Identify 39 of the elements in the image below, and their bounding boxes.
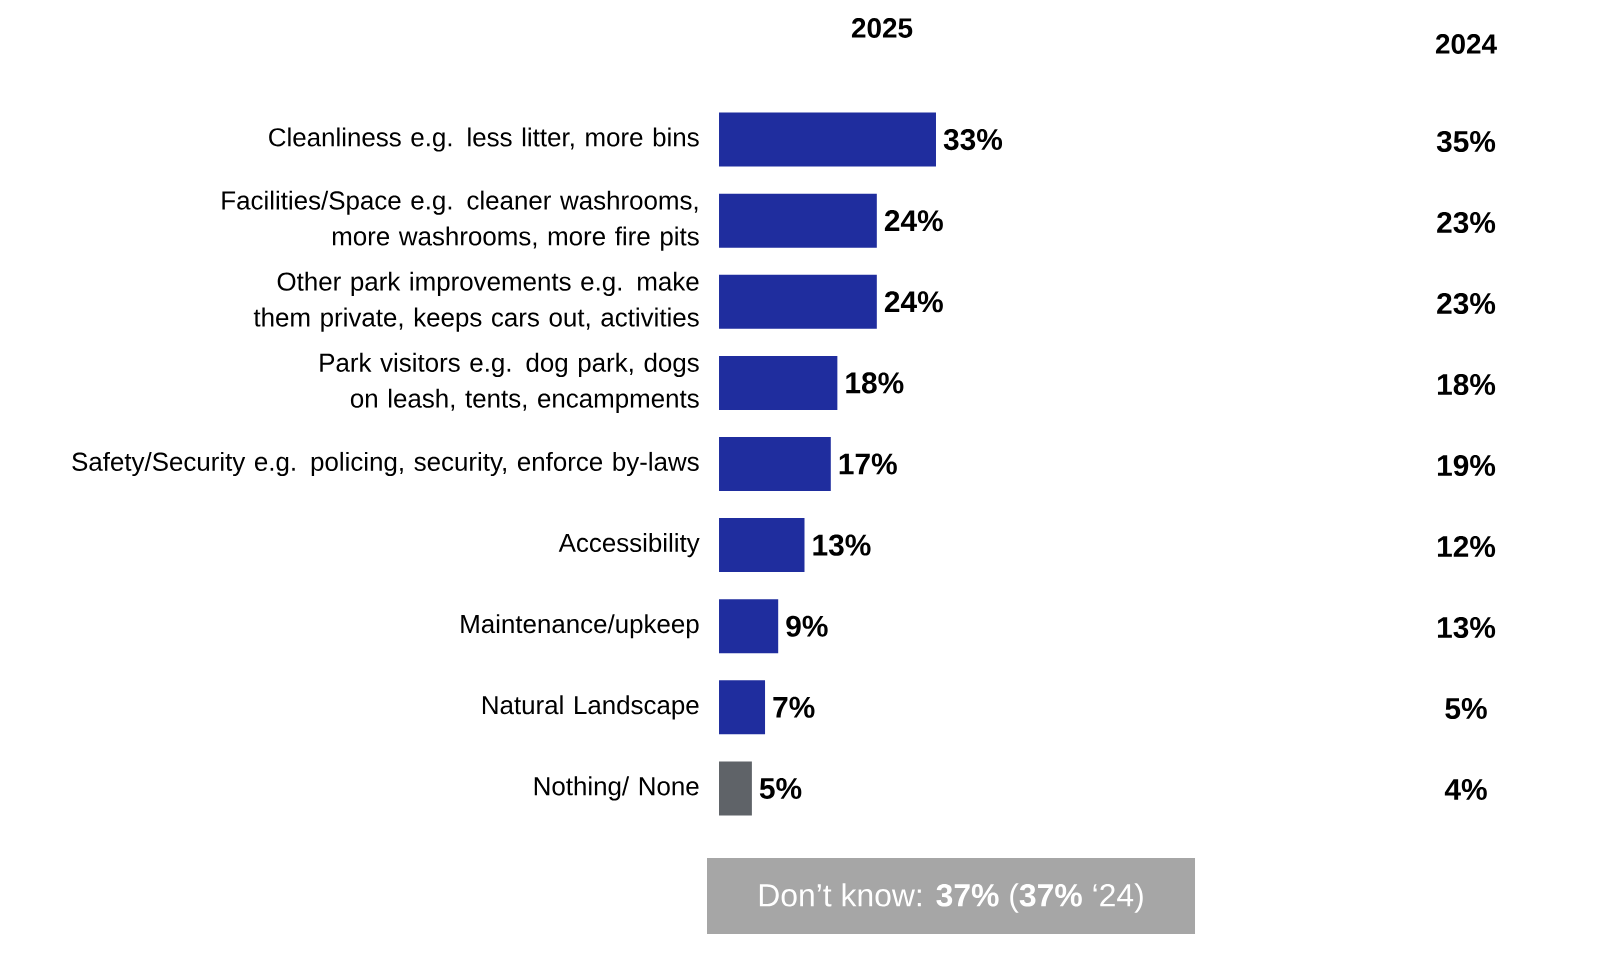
data-label: 24% (884, 291, 943, 313)
bar (719, 112, 936, 167)
text: 18% (1437, 373, 1496, 396)
y-tick-label: Other park improvements e.g. make them private, keeps cars out, activities (253, 271, 699, 332)
bar (719, 599, 779, 654)
data-label: 5% (759, 777, 802, 799)
text: 5% (1445, 697, 1487, 720)
text: 35% (1436, 130, 1496, 153)
text: 12% (1437, 535, 1496, 558)
y-tick-label: Accessibility (558, 533, 700, 558)
data-label: 9% (786, 615, 828, 637)
chart-title: 2025 (851, 18, 913, 38)
text: 23% (1437, 292, 1496, 315)
y-tick-label: Facilities/Space e.g. cleaner washrooms, more washrooms, more fire pits (222, 190, 699, 251)
text: 19% (1437, 454, 1496, 477)
text: 13% (1437, 616, 1496, 639)
text: 23% (1437, 211, 1496, 234)
text: 4% (1444, 779, 1487, 800)
bar (719, 193, 877, 248)
y-tick-label: Nothing/ None (534, 776, 699, 801)
data-label: 17% (839, 453, 897, 475)
data-label: 18% (846, 372, 904, 394)
data-label: 13% (813, 534, 871, 556)
bar (719, 436, 831, 491)
bar (719, 761, 752, 816)
text: Don’t know: 37% (37% ‘24) (759, 883, 1143, 913)
bar (719, 274, 877, 329)
text: 2024 (1435, 34, 1497, 54)
bar (719, 518, 805, 573)
bar (719, 680, 766, 735)
y-tick-label: Safety/Security e.g. policing, security, enforce by-laws (72, 451, 699, 477)
y-tick-label: Natural Landscape (482, 695, 699, 720)
data-label: 7% (773, 696, 815, 718)
data-label: 33% (943, 128, 1003, 151)
y-tick-label: Park visitors e.g. dog park, dogs on leash, tents, encampments (320, 352, 699, 413)
bar (719, 355, 838, 410)
data-label: 24% (884, 210, 943, 232)
y-tick-label: Maintenance/upkeep (461, 614, 699, 639)
y-tick-label: Cleanliness e.g. less litter, more bins (269, 127, 699, 152)
